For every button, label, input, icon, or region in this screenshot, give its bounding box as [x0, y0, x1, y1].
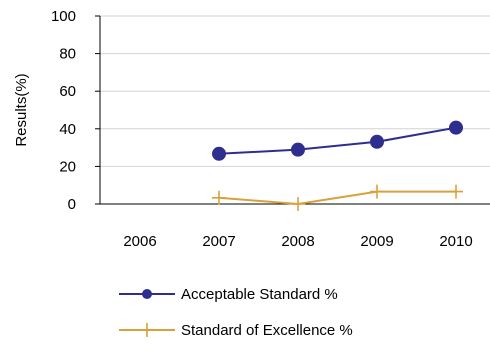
data-point	[370, 184, 384, 199]
x-tick-labels: 2006 2007 2008 2009 2010	[123, 233, 472, 250]
y-tick-label: 20	[59, 158, 76, 175]
x-tick-label: 2006	[123, 233, 156, 250]
axes	[99, 16, 490, 205]
series-line-0	[218, 126, 457, 155]
data-point	[291, 197, 305, 211]
series-line-1	[218, 190, 456, 206]
y-tick-label: 100	[51, 8, 76, 25]
y-tick-label: 0	[68, 196, 76, 213]
x-tick-label: 2008	[281, 233, 314, 250]
legend-label: Standard of Excellence %	[181, 322, 353, 339]
x-tick-label: 2007	[202, 233, 235, 250]
data-point	[212, 190, 226, 205]
data-point	[449, 184, 463, 199]
y-tick-label: 60	[59, 83, 76, 100]
y-tick-labels: 0 20 40 60 80 100	[51, 8, 100, 213]
data-point	[291, 142, 305, 157]
data-point	[449, 120, 463, 135]
x-tick-label: 2009	[360, 233, 393, 250]
data-point	[212, 146, 226, 161]
y-tick-label: 80	[59, 46, 76, 63]
legend-marker	[140, 323, 154, 337]
data-point	[370, 134, 384, 149]
y-axis-label: Results(%)	[13, 73, 30, 146]
legend-marker	[142, 289, 152, 299]
legend: Acceptable Standard % Standard of Excelle…	[119, 286, 353, 339]
gridlines	[100, 15, 490, 167]
x-tick-label: 2010	[439, 233, 472, 250]
legend-label: Acceptable Standard %	[181, 286, 338, 303]
series-layer	[212, 120, 463, 211]
y-tick-label: 40	[59, 121, 76, 138]
